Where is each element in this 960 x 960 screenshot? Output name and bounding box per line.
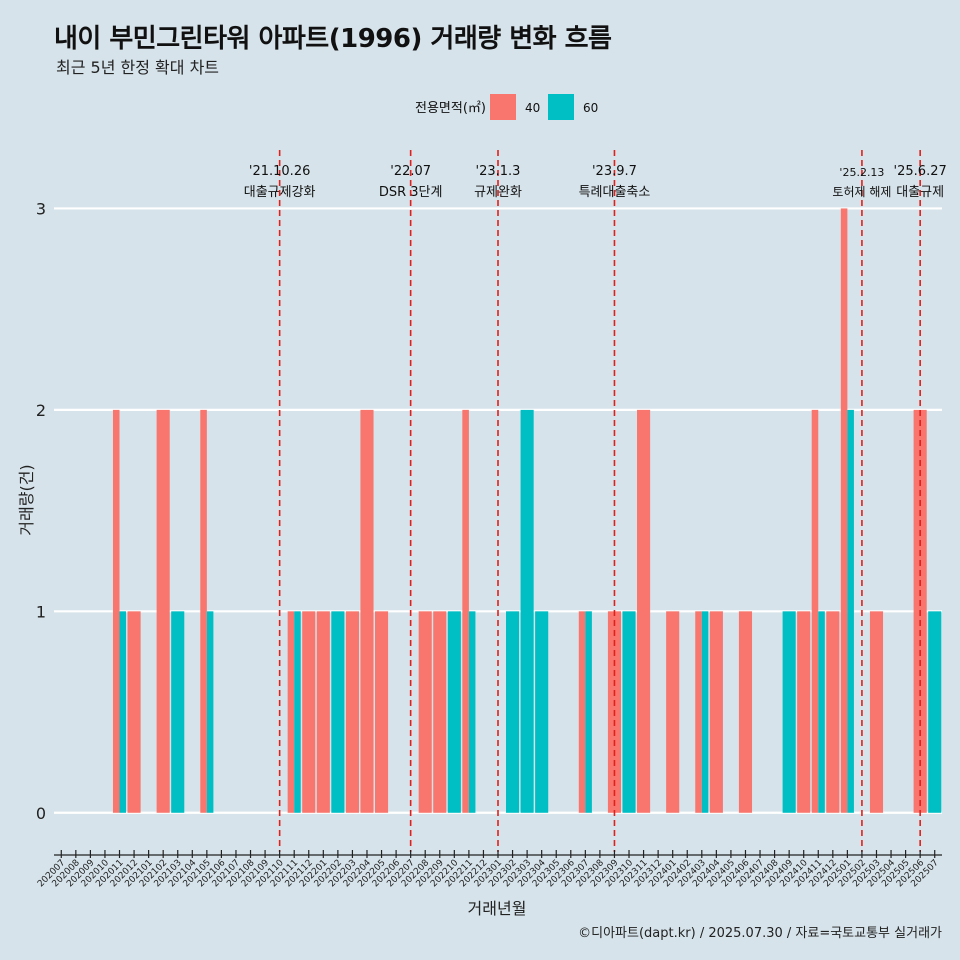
bar-60-202304 xyxy=(535,611,549,813)
bar-40-202501 xyxy=(840,208,848,813)
bar-60-202403 xyxy=(701,611,709,813)
bar-40-202404 xyxy=(709,611,723,813)
y-tick-label: 1 xyxy=(36,602,46,621)
bar-60-202103 xyxy=(171,611,185,813)
event-label: 특례대출축소 xyxy=(579,185,651,200)
event-label: 토허제 해제 xyxy=(832,185,891,199)
bar-60-202307 xyxy=(585,611,592,813)
bar-40-202311 xyxy=(637,409,651,813)
event-date: '22.07 xyxy=(390,164,431,179)
y-tick-label: 2 xyxy=(36,401,46,420)
legend-swatch-60 xyxy=(548,94,574,120)
bar-40-202211 xyxy=(462,409,469,813)
legend-title: 전용면적(㎡) xyxy=(415,101,486,116)
bar-40-202112 xyxy=(302,611,316,813)
bar-60-202507 xyxy=(928,611,942,813)
axes: 2020072020082020092020102020112020122021… xyxy=(36,850,942,889)
event-label: 대출규제 xyxy=(896,185,944,200)
y-tick-label: 0 xyxy=(36,804,46,823)
bar-40-202011 xyxy=(112,409,120,813)
event-date: '23.9.7 xyxy=(592,164,637,179)
bar-60-202302 xyxy=(506,611,520,813)
bar-40-202403 xyxy=(695,611,702,813)
bar-40-202307 xyxy=(578,611,586,813)
bar-40-202406 xyxy=(738,611,753,813)
bar-40-202201 xyxy=(316,611,330,813)
x-axis-label: 거래년월 xyxy=(468,899,527,918)
bar-60-202411 xyxy=(818,611,825,813)
event-label: 규제완화 xyxy=(474,185,522,200)
bar-40-202208 xyxy=(418,611,432,813)
bar-60-202105 xyxy=(206,611,214,813)
bar-40-202401 xyxy=(666,611,680,813)
bar-40-202411 xyxy=(811,409,819,813)
bar-60-202202 xyxy=(331,611,345,813)
bar-60-202210 xyxy=(447,611,461,813)
bars xyxy=(112,208,942,813)
event-date: '25.6.27 xyxy=(894,164,947,179)
bar-40-202102 xyxy=(156,409,170,813)
bar-60-202303 xyxy=(520,409,534,813)
y-axis-label: 거래량(건) xyxy=(17,464,36,535)
bar-60-202211 xyxy=(468,611,476,813)
legend-label-40: 40 xyxy=(525,101,540,115)
bar-40-202203 xyxy=(345,611,359,813)
bar-40-202503 xyxy=(869,611,884,813)
chart-subtitle: 최근 5년 한정 확대 차트 xyxy=(56,58,220,77)
legend: 전용면적(㎡) 40 60 xyxy=(415,94,598,120)
bar-40-202111 xyxy=(287,611,295,813)
bar-60-202310 xyxy=(622,611,636,813)
bar-60-202011 xyxy=(119,611,127,813)
bar-40-202205 xyxy=(374,611,389,813)
bar-60-202409 xyxy=(782,611,796,813)
y-tick-label: 3 xyxy=(36,199,46,218)
chart-title: 내이 부민그린타워 아파트(1996) 거래량 변화 흐름 xyxy=(54,24,612,54)
bar-40-202410 xyxy=(797,611,811,813)
bar-40-202412 xyxy=(826,611,840,813)
legend-swatch-40 xyxy=(490,94,516,120)
event-date: '21.10.26 xyxy=(249,164,310,179)
event-label: 대출규제강화 xyxy=(244,185,316,200)
bar-40-202012 xyxy=(127,611,141,813)
event-date: '23.1.3 xyxy=(476,164,521,179)
event-markers: '21.10.26 대출규제강화 '22.07 DSR 3단계 '23.1.3 규제완화 '… xyxy=(244,150,947,852)
chart-caption: ©디아파트(dapt.kr) / 2025.07.30 / 자료=국토교통부 실… xyxy=(578,926,942,941)
event-date: '25.2.13 xyxy=(839,166,884,179)
bar-40-202105 xyxy=(200,409,207,813)
bar-60-202111 xyxy=(294,611,301,813)
bar-40-202204 xyxy=(360,409,374,813)
bar-60-202501 xyxy=(847,409,854,813)
bar-40-202209 xyxy=(433,611,447,813)
event-label: DSR 3단계 xyxy=(379,185,443,200)
legend-label-60: 60 xyxy=(583,101,598,115)
